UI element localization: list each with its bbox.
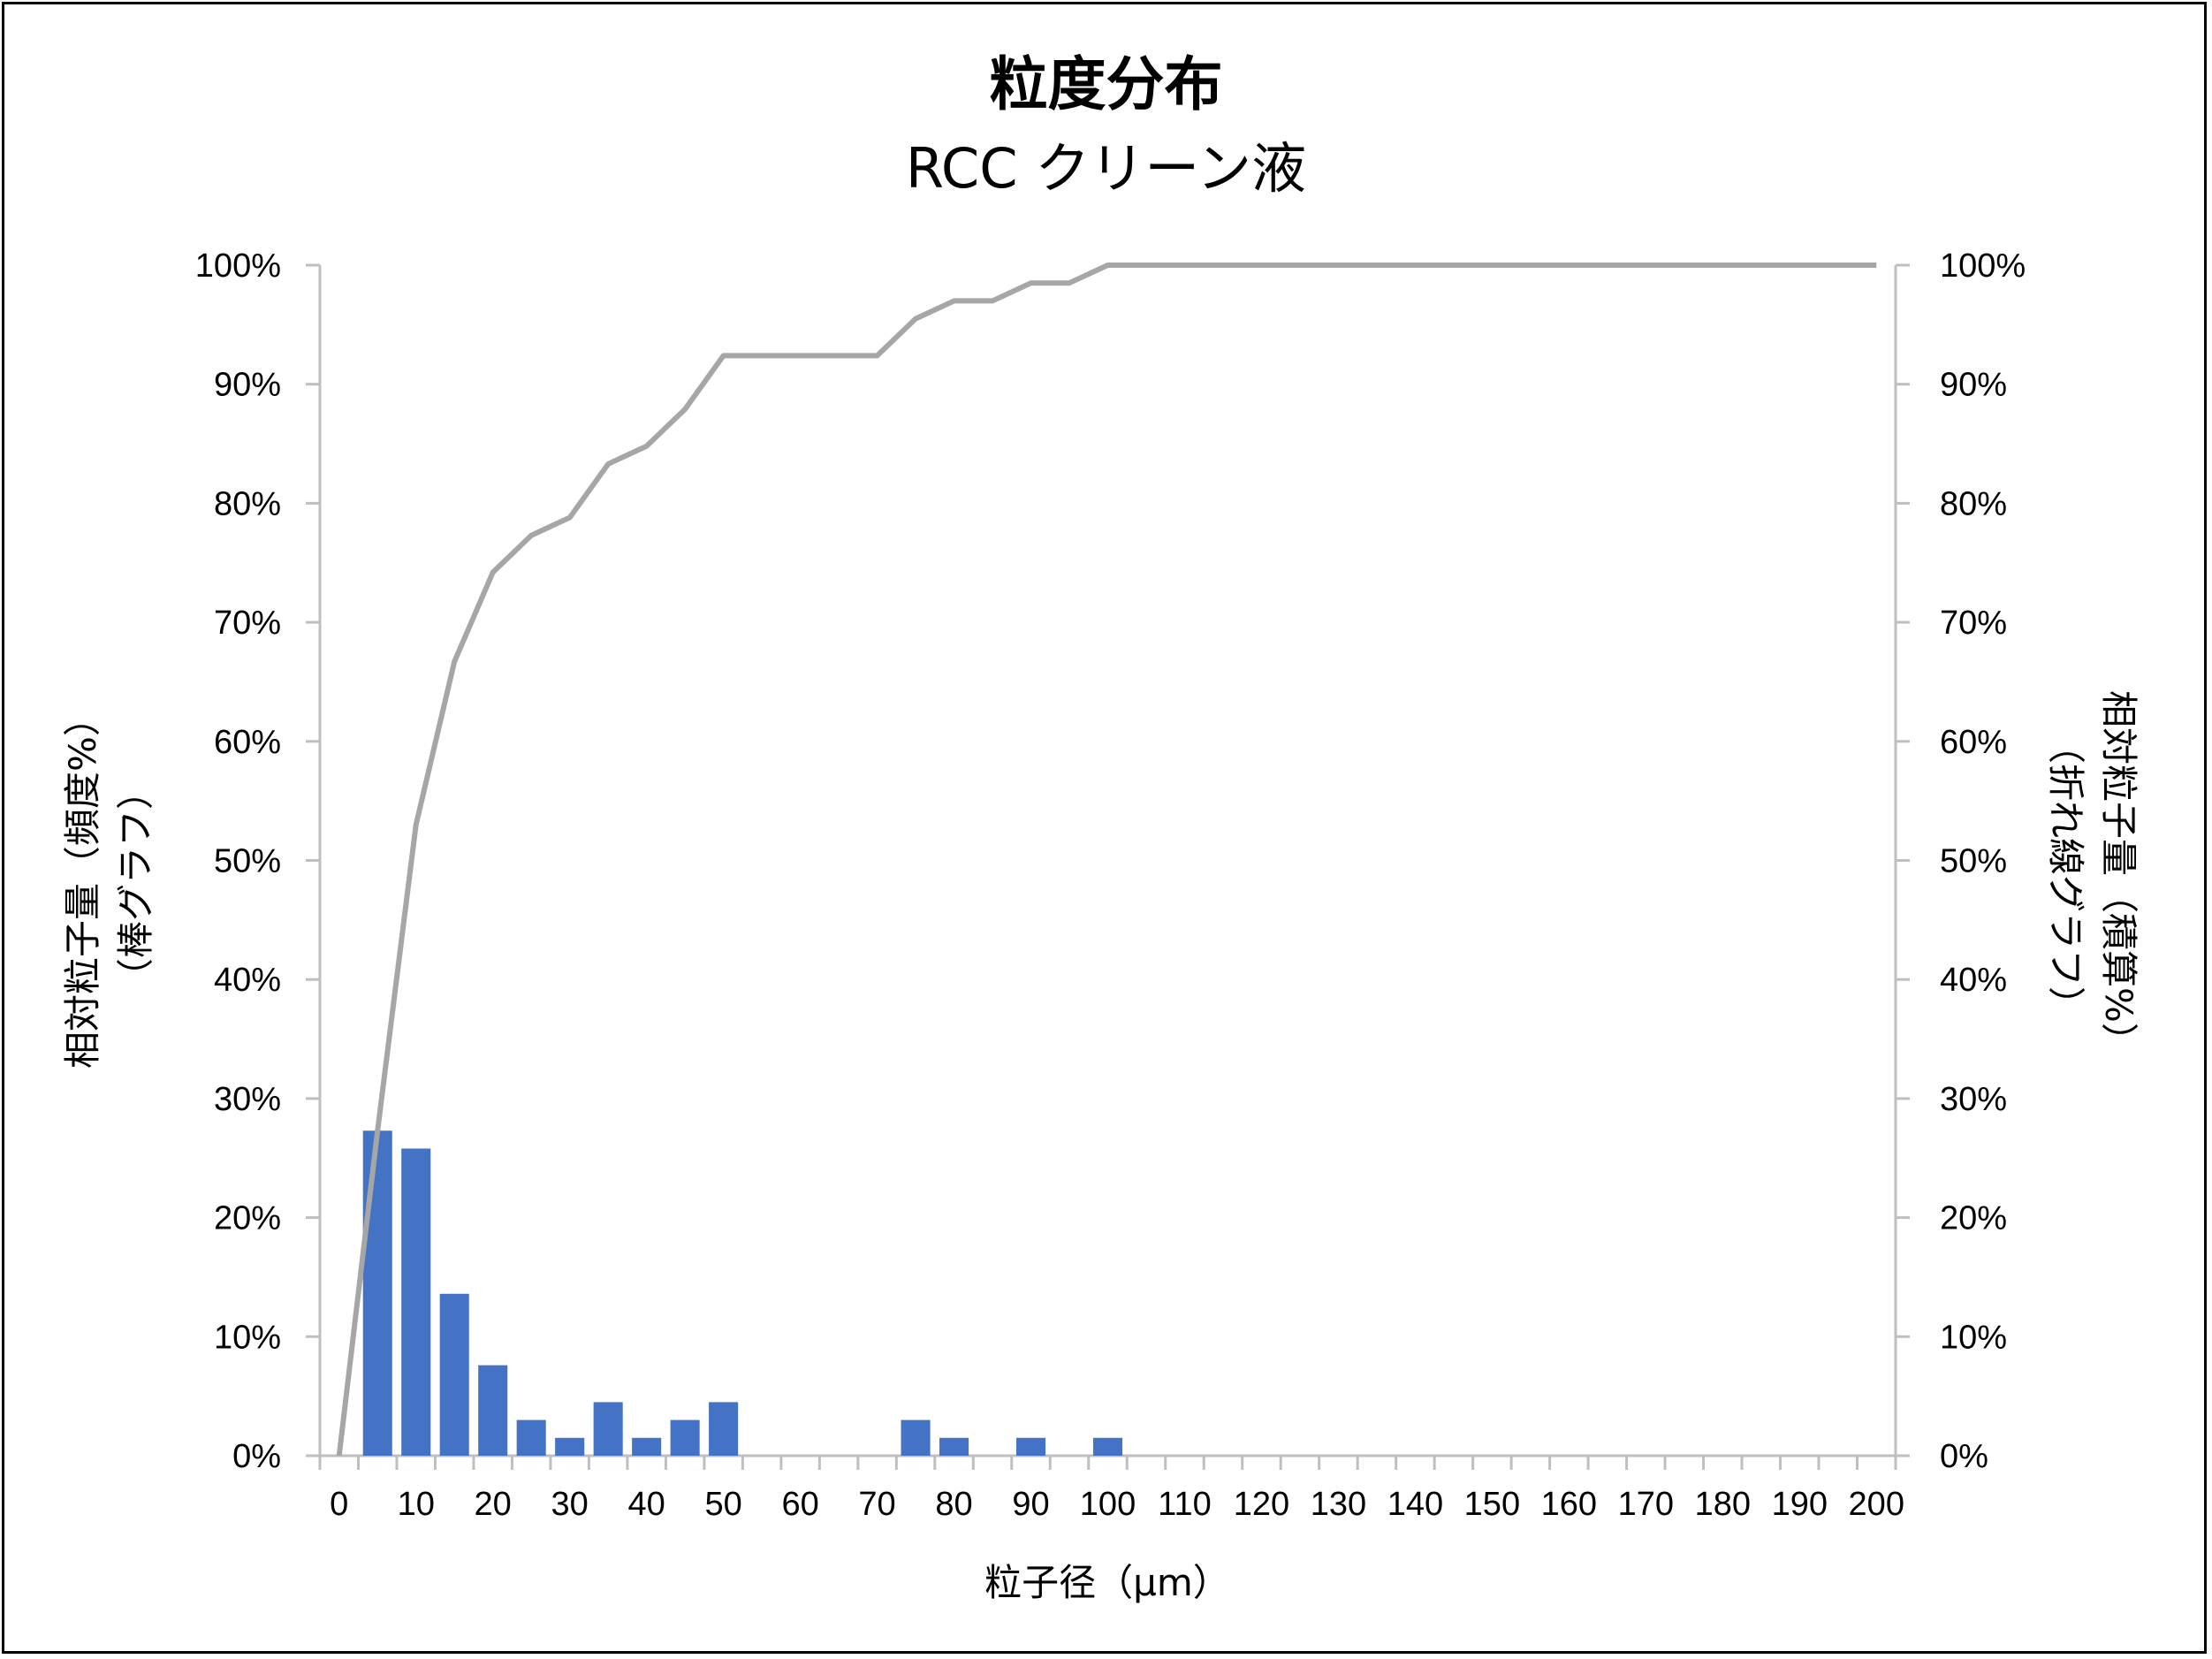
x-tick-label: 0: [330, 1486, 348, 1523]
bar-series: [362, 1130, 1123, 1456]
bar: [901, 1419, 931, 1456]
left-y-tick-label: 40%: [214, 962, 281, 999]
x-tick-label: 140: [1387, 1486, 1443, 1523]
left-y-tick-label: 10%: [214, 1319, 281, 1356]
bar: [1092, 1437, 1123, 1456]
x-tick-label: 100: [1080, 1486, 1136, 1523]
bar: [478, 1365, 508, 1456]
left-y-tick-label: 30%: [214, 1081, 281, 1118]
right-y-tick-label: 50%: [1940, 843, 2007, 880]
x-tick-label: 190: [1772, 1486, 1828, 1523]
left-axis-label-line2: （棒グラフ）: [114, 772, 157, 995]
bar: [939, 1437, 969, 1456]
right-y-tick-label: 60%: [1940, 724, 2007, 761]
chart-title: 粒度分布: [989, 50, 1223, 118]
left-y-tick-label: 100%: [195, 247, 281, 285]
bar: [632, 1437, 662, 1456]
bar: [555, 1437, 585, 1456]
x-tick-label: 180: [1695, 1486, 1751, 1523]
right-y-tick-label: 40%: [1940, 962, 2007, 999]
x-tick-label: 40: [628, 1486, 665, 1523]
bar: [709, 1402, 739, 1456]
x-tick-label: 30: [551, 1486, 589, 1523]
x-tick-label: 160: [1541, 1486, 1597, 1523]
x-tick-label: 90: [1012, 1486, 1049, 1523]
chart-subtitle: RCC クリーン液: [905, 136, 1307, 201]
left-y-tick-label: 20%: [214, 1200, 281, 1237]
x-tick-label: 110: [1158, 1486, 1212, 1523]
bar: [401, 1148, 431, 1456]
x-tick-label: 20: [475, 1486, 512, 1523]
bar: [362, 1130, 392, 1456]
x-tick-label: 170: [1618, 1486, 1674, 1523]
left-y-tick-label: 70%: [214, 605, 281, 642]
bar: [1015, 1437, 1046, 1456]
right-axis-label-line1: 相対粒子量（積算%）: [2097, 690, 2140, 1060]
right-y-tick-label: 0%: [1940, 1438, 1988, 1475]
x-tick-label: 70: [858, 1486, 895, 1523]
bar: [439, 1293, 469, 1456]
bar: [670, 1419, 700, 1456]
x-tick-label: 80: [935, 1486, 972, 1523]
x-tick-label: 50: [704, 1486, 741, 1523]
right-y-tick-label: 70%: [1940, 605, 2007, 642]
cumulative-line: [336, 263, 1877, 1457]
right-y-tick-label: 30%: [1940, 1081, 2007, 1118]
left-y-tick-label: 80%: [214, 485, 281, 522]
left-y-tick-label: 0%: [232, 1438, 281, 1475]
tick-labels: 0% 0% 10% 10% 20% 20% 30% 30% 40% 40% 50% 50% 60% 60%…: [195, 247, 2026, 1523]
left-y-tick-label: 50%: [214, 843, 281, 880]
x-tick-label: 10: [398, 1486, 435, 1523]
right-y-tick-label: 90%: [1940, 367, 2007, 404]
left-y-tick-label: 90%: [214, 367, 281, 404]
right-y-tick-label: 10%: [1940, 1319, 2007, 1356]
left-axis-label-line1: 相対粒子量（頻度%）: [61, 699, 104, 1069]
axes: [306, 263, 1910, 1470]
right-y-tick-label: 20%: [1940, 1200, 2007, 1237]
x-axis-label: 粒子径（μm）: [984, 1561, 1230, 1604]
x-tick-label: 60: [781, 1486, 818, 1523]
right-axis-label-line2: （折れ線グラフ）: [2044, 727, 2087, 1024]
bar: [593, 1402, 623, 1456]
right-y-tick-label: 100%: [1940, 247, 2026, 285]
right-y-tick-label: 80%: [1940, 485, 2007, 522]
bar: [516, 1419, 546, 1456]
x-tick-label: 200: [1849, 1486, 1904, 1523]
x-tick-label: 130: [1311, 1486, 1366, 1523]
left-y-tick-label: 60%: [214, 724, 281, 761]
line-series: [336, 263, 1877, 1457]
x-tick-label: 120: [1234, 1486, 1289, 1523]
x-tick-label: 150: [1464, 1486, 1520, 1523]
